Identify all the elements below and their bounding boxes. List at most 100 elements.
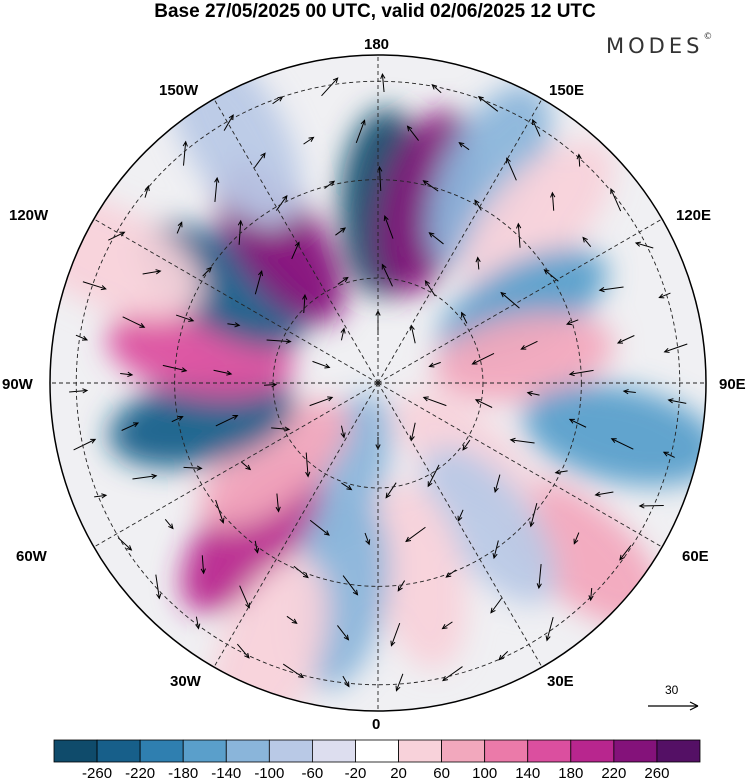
map-border bbox=[49, 54, 707, 712]
wind-arrow bbox=[253, 152, 266, 169]
colorbar bbox=[53, 739, 701, 763]
wind-arrow bbox=[122, 316, 146, 328]
brand-logo: MODES© bbox=[606, 32, 712, 58]
colorbar-swatch bbox=[182, 739, 227, 763]
wind-arrow bbox=[275, 493, 281, 513]
wind-arrow bbox=[385, 482, 397, 499]
wind-arrow bbox=[622, 388, 636, 395]
wind-arrow bbox=[594, 491, 614, 497]
anomaly-cell bbox=[370, 481, 468, 670]
colorbar-swatch bbox=[96, 739, 141, 763]
wind-vectors bbox=[69, 72, 688, 692]
wind-arrow bbox=[254, 270, 264, 295]
colorbar-tick-label: 100 bbox=[472, 765, 498, 782]
reference-vector-label: 30 bbox=[665, 683, 679, 697]
colorbar-tick-label: 60 bbox=[433, 765, 450, 782]
wind-arrow bbox=[663, 343, 688, 353]
colorbar-swatch bbox=[527, 739, 572, 763]
wind-arrow bbox=[324, 180, 336, 189]
lon-label-120e: 120E bbox=[676, 207, 712, 224]
anomaly-cell bbox=[108, 373, 295, 468]
wind-arrow bbox=[509, 437, 535, 444]
colorbar-tick-label: 220 bbox=[601, 765, 627, 782]
meridian-line bbox=[377, 382, 543, 668]
wind-arrow bbox=[441, 621, 453, 630]
wind-arrow bbox=[422, 396, 447, 407]
wind-arrow bbox=[162, 364, 188, 373]
colorbar-tick-label: -60 bbox=[301, 765, 324, 782]
lon-label-150w: 150W bbox=[159, 82, 199, 99]
wind-arrow bbox=[340, 425, 346, 439]
wind-arrow bbox=[662, 451, 675, 458]
wind-arrow bbox=[342, 675, 350, 688]
anomaly-cell bbox=[494, 476, 664, 627]
colorbar-tick-label: 180 bbox=[558, 765, 584, 782]
graticule bbox=[50, 55, 706, 711]
wind-arrow bbox=[282, 663, 305, 679]
wind-arrow bbox=[240, 461, 252, 471]
reference-vector-arrow bbox=[648, 701, 699, 711]
anomaly-cell bbox=[522, 383, 706, 486]
colorbar-swatch bbox=[656, 739, 701, 763]
wind-arrow bbox=[395, 673, 404, 692]
meridian-line bbox=[93, 382, 379, 548]
wind-arrow bbox=[588, 588, 594, 602]
wind-arrow bbox=[164, 518, 174, 530]
wind-arrow bbox=[506, 157, 517, 181]
wind-arrow bbox=[573, 532, 580, 545]
lon-label-120w: 120W bbox=[9, 207, 49, 224]
wind-arrow bbox=[200, 555, 206, 575]
wind-arrow bbox=[568, 369, 594, 377]
wind-arrow bbox=[266, 338, 292, 344]
wind-arrow bbox=[619, 545, 632, 561]
wind-arrow bbox=[305, 452, 311, 478]
wind-arrow bbox=[275, 194, 288, 211]
wind-arrow bbox=[457, 509, 464, 522]
wind-arrow bbox=[634, 241, 654, 249]
wind-arrow bbox=[364, 532, 371, 546]
wind-arrow bbox=[195, 616, 201, 630]
colorbar-swatch bbox=[613, 739, 658, 763]
colorbar-tick-label: 140 bbox=[515, 765, 541, 782]
wind-arrow bbox=[545, 617, 554, 642]
wind-arrow bbox=[82, 281, 107, 291]
lon-label-150e: 150E bbox=[549, 82, 585, 99]
colorbar-swatch bbox=[311, 739, 356, 763]
lon-label-0: 0 bbox=[372, 716, 381, 733]
wind-arrow bbox=[94, 493, 108, 499]
colorbar-tick-label: -140 bbox=[211, 765, 242, 782]
meridian-line bbox=[93, 218, 379, 384]
colorbar-tick-label: -220 bbox=[125, 765, 156, 782]
wind-arrow bbox=[471, 352, 495, 365]
wind-arrow bbox=[182, 140, 188, 166]
lon-label-60w: 60W bbox=[16, 548, 47, 565]
wind-arrow bbox=[142, 269, 162, 275]
wind-arrow bbox=[516, 222, 522, 248]
colorbar-tick-label: 260 bbox=[644, 765, 670, 782]
anomaly-cell bbox=[432, 312, 614, 402]
wind-arrow bbox=[215, 499, 225, 524]
wind-arrow bbox=[667, 398, 687, 404]
map-disc bbox=[50, 55, 706, 711]
wind-arrow bbox=[428, 361, 441, 368]
wind-arrow bbox=[321, 77, 339, 97]
wind-arrow bbox=[498, 650, 509, 661]
wind-arrow bbox=[286, 615, 298, 624]
wind-arrow bbox=[183, 465, 203, 471]
wind-arrow bbox=[658, 292, 671, 299]
wind-arrow bbox=[529, 502, 538, 528]
wind-arrow bbox=[536, 564, 542, 590]
lon-label-90w: 90W bbox=[2, 376, 33, 393]
wind-arrow bbox=[428, 232, 444, 245]
meridian-line bbox=[377, 98, 543, 384]
colorbar-swatch bbox=[53, 739, 98, 763]
wind-arrow bbox=[474, 399, 493, 408]
lon-label-30w: 30W bbox=[170, 673, 201, 690]
wind-arrow bbox=[554, 469, 568, 475]
wind-arrow bbox=[293, 565, 309, 579]
wind-arrow bbox=[312, 360, 331, 369]
colorbar-tick-label: -100 bbox=[254, 765, 285, 782]
map-title: Base 27/05/2025 00 UTC, valid 02/06/2025… bbox=[154, 1, 596, 22]
wind-arrow bbox=[227, 322, 241, 328]
